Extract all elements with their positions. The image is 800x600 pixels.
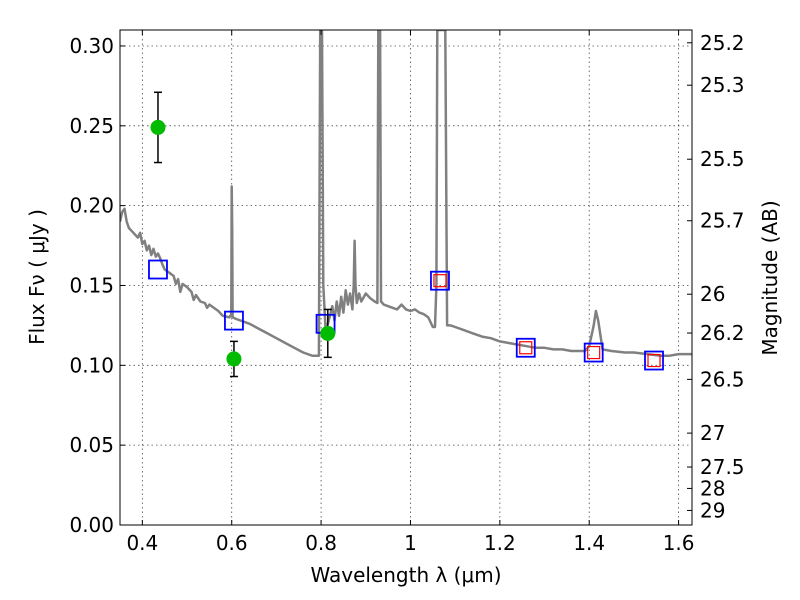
y2-tick-label: 25.3 bbox=[700, 73, 745, 97]
inner-red-square bbox=[519, 341, 533, 355]
y-axis: 0.00 0.05 0.10 0.15 0.20 0.25 0.30 bbox=[69, 34, 125, 537]
y-tick-label: 0.15 bbox=[69, 273, 114, 297]
inner-red-square bbox=[587, 345, 601, 360]
y2-tick-label: 25.5 bbox=[700, 147, 745, 171]
model-photometry-square bbox=[430, 270, 450, 291]
y-tick-label: 0.20 bbox=[69, 194, 114, 218]
y2-tick-label: 25.7 bbox=[700, 209, 745, 233]
plot-frame bbox=[119, 29, 693, 526]
y-tick-label: 0.10 bbox=[69, 353, 114, 377]
y2-tick-label: 25.2 bbox=[700, 31, 745, 55]
marker-layer bbox=[148, 91, 664, 378]
x-axis-title: Wavelength λ (μm) bbox=[310, 563, 501, 587]
plot-area bbox=[120, 30, 692, 378]
x-tick-label: 0.8 bbox=[305, 531, 337, 555]
model-spectrum-layer bbox=[120, 30, 692, 357]
observed-flux-point bbox=[226, 351, 242, 367]
model-spectrum-line bbox=[120, 30, 692, 357]
x-tick-label: 1 bbox=[404, 531, 417, 555]
x-tick-label: 1.6 bbox=[663, 531, 695, 555]
y-tick-label: 0.30 bbox=[69, 34, 114, 58]
y-axis-title: Flux Fν ( μJy ) bbox=[25, 209, 49, 345]
y2-tick-label: 26.2 bbox=[700, 321, 745, 345]
x-axis: 0.4 0.6 0.8 1 1.2 1.4 1.6 bbox=[126, 30, 695, 555]
observed-flux-point bbox=[320, 325, 336, 341]
model-photometry-square bbox=[148, 259, 168, 280]
x-tick-label: 1.2 bbox=[484, 531, 516, 555]
y2-tick-label: 29 bbox=[700, 498, 725, 522]
y2-axis-title: Magnitude (AB) bbox=[758, 200, 782, 355]
y2-tick-label: 26.5 bbox=[700, 367, 745, 391]
model-photometry-square bbox=[583, 342, 604, 363]
y2-tick-label: 27.5 bbox=[700, 455, 745, 479]
model-photometry-square bbox=[515, 337, 536, 358]
x-tick-label: 1.4 bbox=[573, 531, 605, 555]
x-tick-label: 0.6 bbox=[216, 531, 248, 555]
grid bbox=[120, 30, 692, 526]
y-tick-label: 0.00 bbox=[69, 513, 114, 537]
y-tick-label: 0.05 bbox=[69, 433, 114, 457]
observed-flux-point bbox=[150, 119, 166, 135]
model-photometry-square bbox=[224, 310, 244, 331]
y2-tick-label: 27 bbox=[700, 421, 725, 445]
inner-red-square bbox=[647, 353, 661, 368]
y-tick-label: 0.25 bbox=[69, 114, 114, 138]
y2-tick-label: 26 bbox=[700, 282, 725, 306]
model-photometry-square bbox=[644, 350, 664, 371]
x-tick-label: 0.4 bbox=[126, 531, 158, 555]
inner-red-square bbox=[433, 274, 447, 288]
y2-tick-label: 28 bbox=[700, 476, 725, 500]
